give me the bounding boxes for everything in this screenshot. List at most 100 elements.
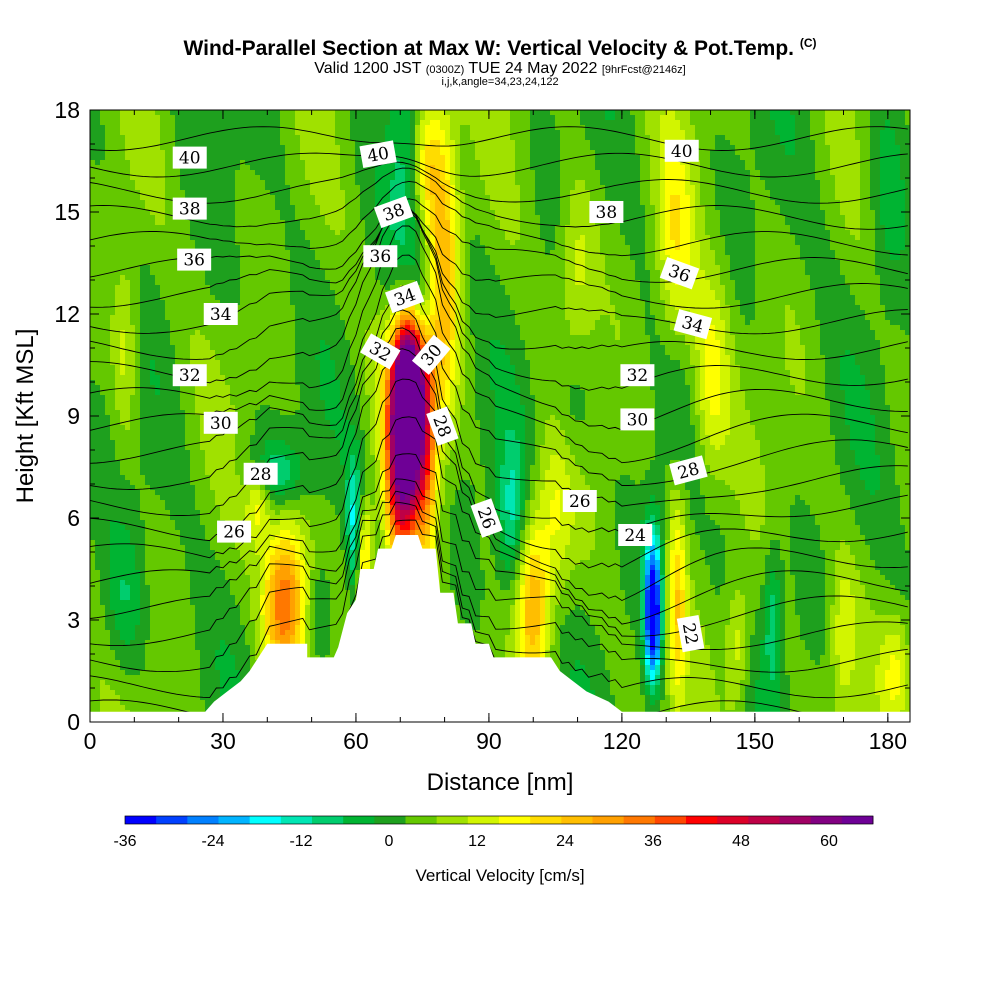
heat-cell — [745, 140, 751, 146]
heat-cell — [625, 140, 631, 146]
heat-cell — [180, 140, 186, 146]
heat-cell — [95, 110, 101, 116]
heat-cell — [385, 120, 391, 126]
heat-cell — [825, 125, 831, 131]
heat-cell — [220, 160, 226, 166]
heat-cell — [595, 110, 601, 116]
heat-cell — [370, 130, 376, 136]
heat-cell — [795, 150, 801, 156]
heat-cell — [785, 115, 791, 121]
heat-cell — [400, 120, 406, 126]
heat-cell — [380, 110, 386, 116]
heat-cell — [830, 125, 836, 131]
heat-cell — [535, 145, 541, 151]
heat-cell — [475, 150, 481, 156]
heat-cell — [805, 140, 811, 146]
heat-cell — [650, 125, 656, 131]
heat-cell — [430, 120, 436, 126]
heat-cell — [105, 130, 111, 136]
heat-cell — [800, 140, 806, 146]
heat-cell — [845, 115, 851, 121]
heat-cell — [720, 130, 726, 136]
heat-cell — [185, 125, 191, 131]
heat-cell — [745, 155, 751, 161]
heat-cell — [125, 140, 131, 146]
heat-cell — [415, 110, 421, 116]
heat-cell — [505, 120, 511, 126]
heat-cell — [760, 115, 766, 121]
heat-cell — [105, 115, 111, 121]
heat-cell — [610, 120, 616, 126]
heat-cell — [590, 135, 596, 141]
heat-cell — [290, 135, 296, 141]
heat-cell — [485, 155, 491, 161]
heat-cell — [570, 145, 576, 151]
heat-cell — [610, 135, 616, 141]
heat-cell — [720, 155, 726, 161]
heat-cell — [155, 160, 161, 166]
heat-cell — [595, 135, 601, 141]
heat-cell — [645, 125, 651, 131]
heat-cell — [705, 110, 711, 116]
heat-cell — [435, 140, 441, 146]
heat-cell — [95, 130, 101, 136]
heat-cell — [280, 120, 286, 126]
heat-cell — [340, 140, 346, 146]
heat-cell — [210, 140, 216, 146]
heat-cell — [800, 150, 806, 156]
heat-cell — [365, 115, 371, 121]
heat-cell — [395, 130, 401, 136]
heat-cell — [350, 125, 356, 131]
heat-cell — [540, 140, 546, 146]
heat-cell — [790, 155, 796, 161]
heat-cell — [900, 130, 906, 136]
heat-cell — [415, 130, 421, 136]
heat-cell — [270, 140, 276, 146]
heat-cell — [855, 150, 861, 156]
heat-cell — [210, 110, 216, 116]
heat-cell — [625, 120, 631, 126]
heat-cell — [275, 110, 281, 116]
heat-cell — [655, 125, 661, 131]
heat-cell — [735, 155, 741, 161]
heat-cell — [470, 145, 476, 151]
heat-cell — [110, 110, 116, 116]
heat-cell — [305, 155, 311, 161]
heat-cell — [805, 110, 811, 116]
heat-cell — [490, 125, 496, 131]
heat-cell — [695, 120, 701, 126]
heat-cell — [445, 155, 451, 161]
heat-cell — [620, 115, 626, 121]
heat-cell — [240, 145, 246, 151]
heat-cell — [180, 125, 186, 131]
heat-cell — [580, 150, 586, 156]
heat-cell — [505, 115, 511, 121]
heat-cell — [245, 145, 251, 151]
heat-cell — [90, 130, 96, 136]
heat-cell — [535, 150, 541, 156]
heat-cell — [610, 125, 616, 131]
heat-cell — [360, 140, 366, 146]
heat-cell — [100, 125, 106, 131]
heat-cell — [775, 115, 781, 121]
heat-cell — [855, 115, 861, 121]
heat-cell — [785, 155, 791, 161]
heat-cell — [835, 110, 841, 116]
heat-cell — [615, 145, 621, 151]
heat-cell — [755, 120, 761, 126]
heat-cell — [495, 120, 501, 126]
heat-cell — [455, 115, 461, 121]
heat-cell — [735, 125, 741, 131]
heat-cell — [340, 135, 346, 141]
heat-cell — [225, 155, 231, 161]
heat-cell — [220, 145, 226, 151]
heat-cell — [255, 160, 261, 166]
heat-cell — [430, 140, 436, 146]
heat-cell — [720, 145, 726, 151]
heat-cell — [805, 120, 811, 126]
heat-cell — [170, 130, 176, 136]
heat-cell — [710, 115, 716, 121]
heat-cell — [730, 130, 736, 136]
heat-cell — [765, 120, 771, 126]
heat-cell — [680, 120, 686, 126]
